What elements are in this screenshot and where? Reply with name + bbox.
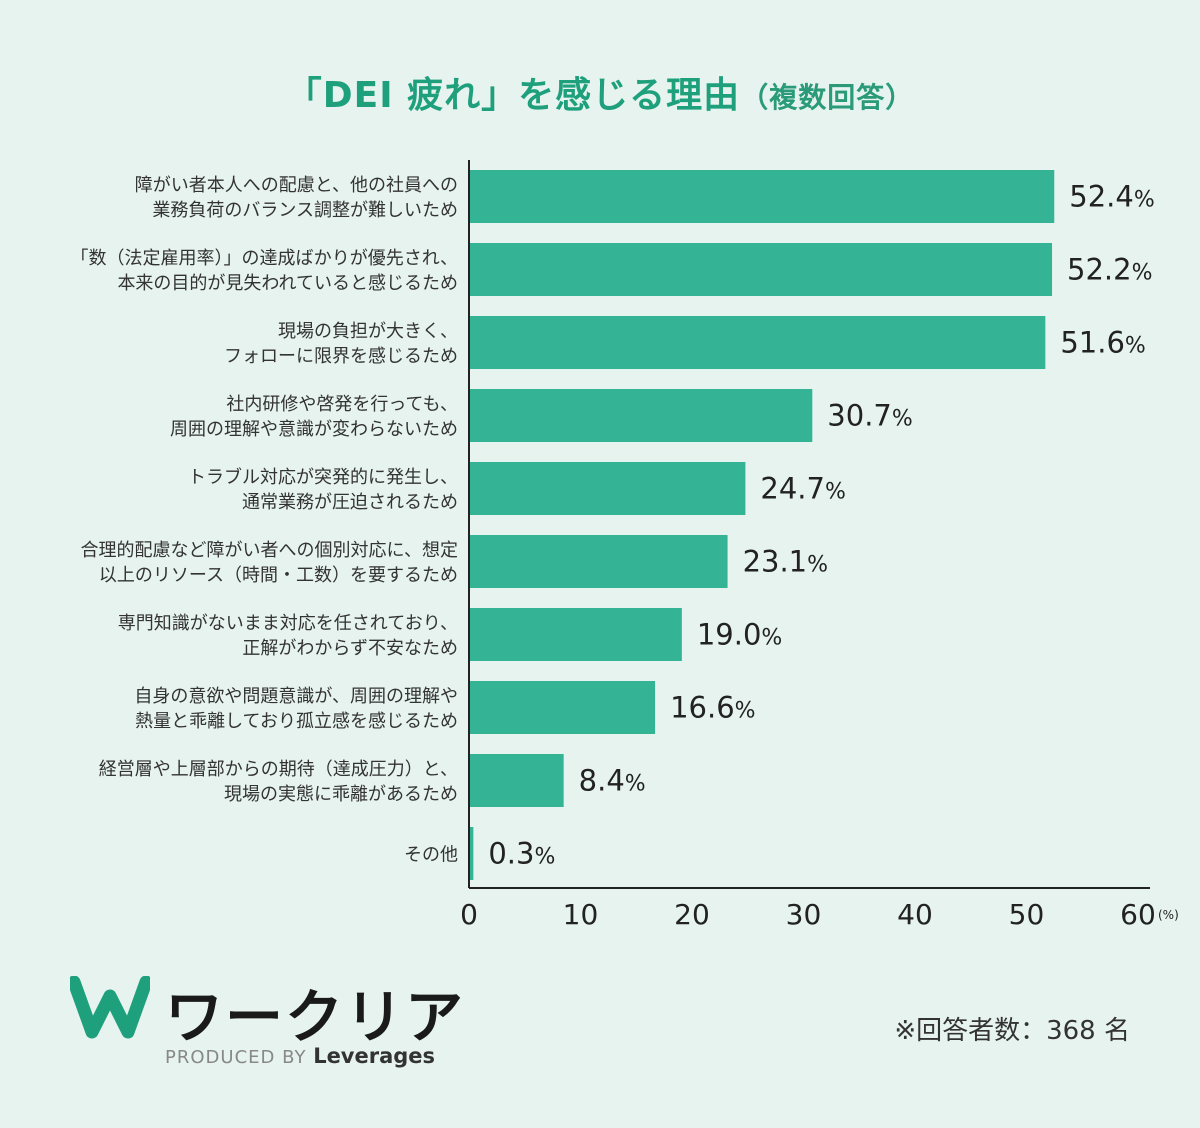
x-tick-label: 40 — [897, 898, 933, 931]
value-suffix: % — [892, 407, 913, 432]
company-name: Leverages — [313, 1044, 436, 1068]
value-label: 30.7% — [827, 399, 912, 433]
category-label-line: 障がい者本人への配慮と、他の社員への — [135, 175, 458, 196]
brand-logo: ワークリア PRODUCED BY Leverages — [70, 970, 463, 1070]
title-main: 「DEI 疲れ」を感じる理由 — [285, 75, 741, 116]
x-tick-label: 20 — [674, 898, 710, 931]
category-label-line: 周囲の理解や意識が変わらないため — [170, 419, 458, 440]
bar-chart: 0 10 20 30 40 50 60 (%) 障がい者本人への配慮と、他の社員への業務負荷のバ… — [70, 160, 1179, 931]
category-label: 現場の負担が大きく、フォローに限界を感じるため — [224, 321, 458, 367]
category-label-line: 専門知識がないまま対応を任されており、 — [118, 613, 458, 634]
bar — [470, 316, 1046, 369]
category-label-line: 社内研修や啓発を行っても、 — [226, 394, 458, 415]
category-label-line: 正解がわからず不安なため — [242, 638, 458, 659]
value-number: 16.6 — [670, 691, 735, 725]
bar — [470, 243, 1053, 296]
value-suffix: % — [825, 480, 846, 505]
produced-by-label: PRODUCED BY — [165, 1047, 307, 1068]
bar — [470, 389, 813, 442]
value-number: 51.6 — [1060, 326, 1125, 360]
value-label: 19.0% — [697, 618, 782, 652]
value-label: 16.6% — [670, 691, 755, 725]
value-label: 23.1% — [743, 545, 828, 579]
value-suffix: % — [761, 626, 782, 651]
category-label-line: 自身の意欲や問題意識が、周囲の理解や — [134, 686, 458, 707]
x-tick-label: 0 — [460, 898, 478, 931]
value-label: 52.4% — [1069, 180, 1154, 214]
bar — [470, 535, 728, 588]
category-label-line: 現場の負担が大きく、 — [278, 321, 458, 342]
category-label-line: 経営層や上層部からの期待（達成圧力）と、 — [99, 759, 458, 780]
bar — [470, 462, 746, 515]
value-suffix: % — [807, 553, 828, 578]
value-label: 8.4% — [579, 764, 646, 798]
category-label: 専門知識がないまま対応を任されており、正解がわからず不安なため — [118, 613, 458, 659]
category-label-line: 以上のリソース（時間・工数）を要するため — [99, 565, 458, 586]
category-label-line: トラブル対応が突発的に発生し、 — [188, 466, 458, 488]
bar — [470, 754, 564, 807]
x-tick-label: 60 — [1120, 898, 1156, 931]
value-label: 52.2% — [1067, 253, 1152, 287]
category-label: 自身の意欲や問題意識が、周囲の理解や熱量と乖離しており孤立感を感じるため — [134, 686, 458, 732]
value-suffix: % — [1132, 261, 1153, 286]
category-label-line: その他 — [404, 845, 458, 866]
value-suffix: % — [1125, 334, 1146, 359]
bar — [470, 170, 1055, 223]
x-tick-label: 10 — [563, 898, 599, 931]
category-label-line: 合理的配慮など障がい者への個別対応に、想定 — [81, 540, 458, 561]
category-label-line: 通常業務が圧迫されるため — [242, 492, 458, 513]
value-number: 24.7 — [760, 472, 825, 506]
bar — [470, 681, 656, 734]
value-number: 30.7 — [827, 399, 892, 433]
value-suffix: % — [625, 772, 646, 797]
category-label: トラブル対応が突発的に発生し、通常業務が圧迫されるため — [188, 466, 458, 513]
title-sub: （複数回答） — [740, 81, 915, 114]
worklear-w-icon — [70, 976, 150, 1039]
produced-by-line: PRODUCED BY Leverages — [165, 1044, 435, 1068]
respondent-note: ※回答者数：368 名 — [894, 1016, 1130, 1046]
category-label: 合理的配慮など障がい者への個別対応に、想定以上のリソース（時間・工数）を要するた… — [81, 540, 458, 586]
value-label: 51.6% — [1060, 326, 1145, 360]
category-label-line: 「数（法定雇用率）」の達成ばかりが優先され、 — [70, 248, 458, 269]
x-tick-label: 30 — [786, 898, 822, 931]
value-number: 23.1 — [743, 545, 808, 579]
category-label: 「数（法定雇用率）」の達成ばかりが優先され、本来の目的が見失われていると感じるた… — [70, 248, 458, 294]
value-label: 0.3% — [488, 837, 555, 871]
value-number: 8.4 — [579, 764, 625, 798]
category-label: 社内研修や啓発を行っても、周囲の理解や意識が変わらないため — [170, 394, 458, 440]
value-suffix: % — [1134, 188, 1155, 213]
bar — [470, 827, 474, 880]
brand-name: ワークリア — [165, 983, 466, 1051]
value-number: 52.2 — [1067, 253, 1132, 287]
value-number: 52.4 — [1069, 180, 1134, 214]
category-label-line: 本来の目的が見失われていると感じるため — [117, 273, 458, 294]
value-number: 19.0 — [697, 618, 762, 652]
value-number: 0.3 — [488, 837, 534, 871]
category-label-line: フォローに限界を感じるため — [224, 346, 458, 367]
value-suffix: % — [735, 699, 756, 724]
category-label-line: 熱量と乖離しており孤立感を感じるため — [135, 711, 458, 732]
category-label: 障がい者本人への配慮と、他の社員への業務負荷のバランス調整が難しいため — [135, 175, 458, 221]
category-label: その他 — [404, 845, 458, 866]
chart-title: 「DEI 疲れ」を感じる理由（複数回答） — [0, 66, 1200, 118]
value-suffix: % — [534, 845, 555, 870]
category-label-line: 現場の実態に乖離があるため — [224, 784, 458, 805]
bar — [470, 608, 682, 661]
value-label: 24.7% — [760, 472, 845, 506]
category-label: 経営層や上層部からの期待（達成圧力）と、現場の実態に乖離があるため — [99, 759, 458, 805]
x-axis-unit: (%) — [1158, 908, 1179, 922]
category-label-line: 業務負荷のバランス調整が難しいため — [152, 200, 458, 221]
x-tick-label: 50 — [1009, 898, 1045, 931]
